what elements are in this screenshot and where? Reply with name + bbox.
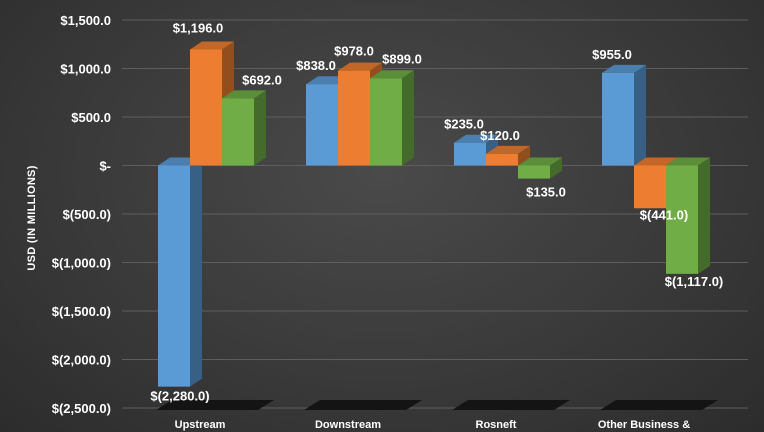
data-label: $(1,117.0): [665, 274, 724, 289]
category-label: Rosneft: [476, 419, 517, 431]
bar-front: [158, 165, 190, 387]
y-tick-label: $1,000.0: [60, 62, 111, 77]
bar-top: [666, 157, 710, 166]
bar-top: [338, 62, 382, 71]
bar-front: [370, 78, 402, 166]
bar: [370, 70, 414, 166]
bar-front: [486, 153, 518, 166]
bar: [222, 90, 266, 166]
y-tick-label: $(2,000.0): [52, 353, 111, 368]
bar-front: [338, 70, 370, 166]
bar-front: [634, 165, 666, 209]
y-tick-label: $(1,500.0): [52, 304, 111, 319]
category-label: Downstream: [315, 419, 381, 431]
bar-top: [454, 134, 498, 143]
bar: [602, 64, 646, 166]
bar: [486, 145, 530, 166]
bar-top: [518, 157, 562, 166]
bar-front: [602, 72, 634, 166]
bar-front: [666, 165, 698, 274]
floor-shadow: [156, 400, 274, 410]
y-axis-label: USD (IN MILLIONS): [26, 165, 38, 270]
data-label: $692.0: [242, 72, 282, 87]
data-label: $235.0: [444, 117, 484, 132]
data-label: $(441.0): [640, 207, 688, 222]
bar-side: [402, 70, 414, 166]
bar-side: [698, 157, 710, 274]
bars: [158, 41, 710, 387]
bar-front: [190, 49, 222, 166]
floor-shadow: [304, 400, 422, 410]
bar-front: [222, 98, 254, 166]
data-label: $955.0: [592, 47, 632, 62]
y-tick-label: $(1,000.0): [52, 256, 111, 271]
y-tick-label: $(2,500.0): [52, 401, 111, 416]
chart-floor: [156, 400, 718, 410]
floor-shadow: [452, 400, 570, 410]
bar-top: [222, 90, 266, 99]
y-tick-label: $(500.0): [63, 207, 111, 222]
bar-side: [190, 157, 202, 387]
y-axis-ticks: $1,500.0 $1,000.0 $500.0 $- $(500.0) $(1,000.…: [52, 13, 111, 416]
data-label: $120.0: [480, 128, 520, 143]
y-tick-label: $-: [99, 159, 111, 174]
bar-side: [634, 64, 646, 166]
data-label: $1,196.0: [173, 20, 224, 35]
bar-top: [602, 64, 646, 73]
bar-side: [254, 90, 266, 166]
category-label: Upstream: [175, 419, 226, 431]
bar-top: [634, 157, 678, 166]
bar-top: [190, 41, 234, 50]
y-tick-label: $500.0: [71, 110, 111, 125]
data-label: $135.0: [526, 185, 566, 200]
bar-top: [486, 145, 530, 154]
data-label: $(2,280.0): [150, 389, 209, 404]
data-labels: $(2,280.0) $1,196.0 $692.0 $838.0$978.0 $899…: [150, 20, 723, 403]
bar-side: [550, 157, 562, 179]
floor-shadow: [600, 400, 718, 410]
bar-front: [518, 165, 550, 179]
bar: [666, 157, 710, 274]
data-label: $838.0: [296, 58, 336, 73]
bar: [518, 157, 562, 179]
y-tick-label: $1,500.0: [60, 13, 111, 28]
bar-top: [370, 70, 414, 79]
category-labels: Upstream Downstream Rosneft Other Business …: [175, 419, 691, 431]
bar-front: [306, 84, 338, 166]
bar-side: [518, 145, 530, 166]
data-label: $978.0: [334, 44, 374, 59]
category-label: Other Business &: [598, 419, 690, 431]
bar-front: [454, 142, 486, 166]
data-label: $899.0: [382, 51, 422, 66]
bar: [158, 157, 202, 387]
